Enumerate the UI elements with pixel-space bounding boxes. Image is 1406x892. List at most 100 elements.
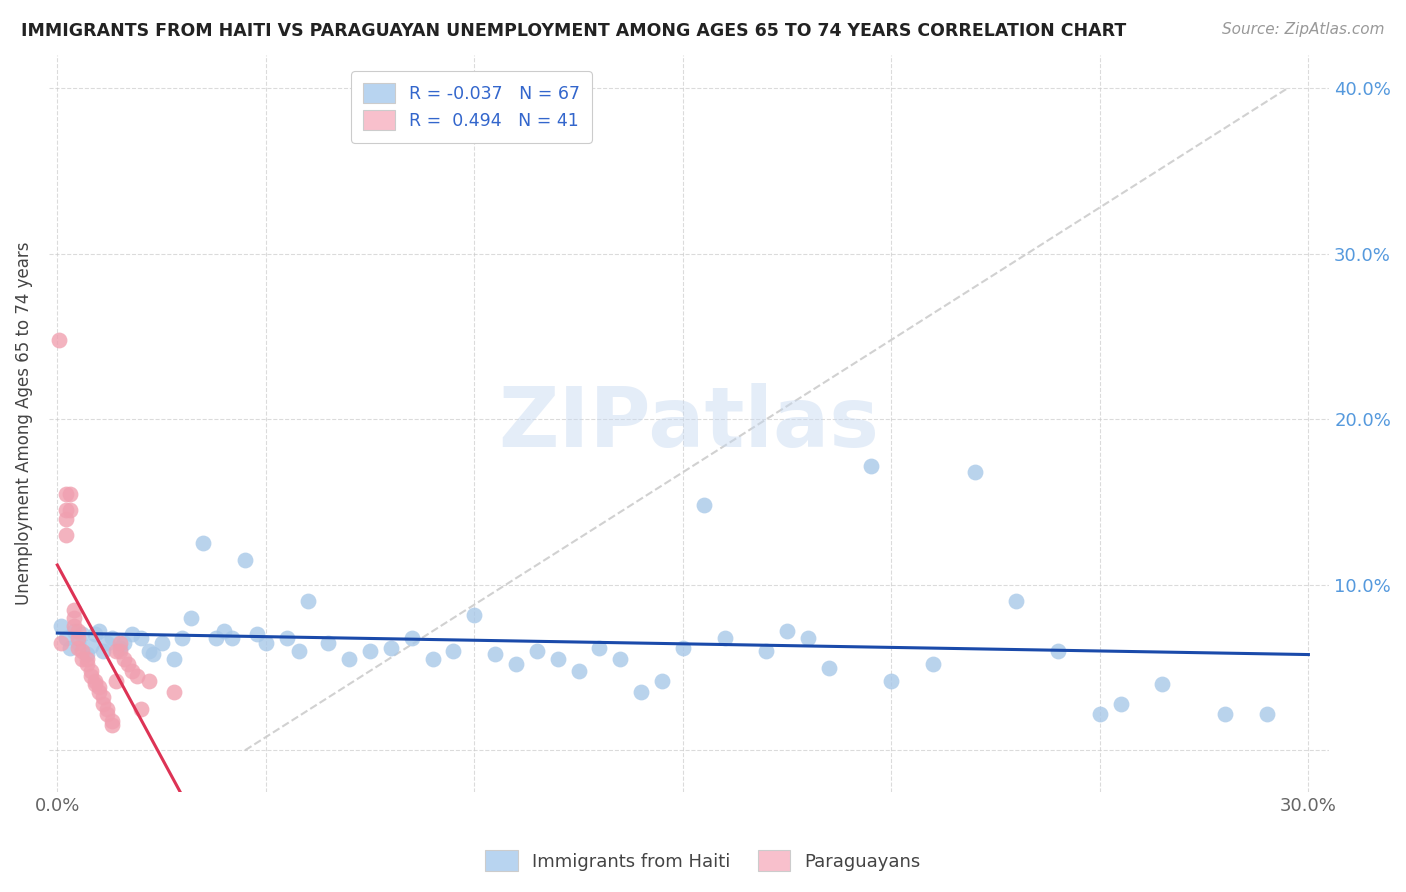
Point [859,458,882,473]
Point [91,697,114,711]
Point [221,631,243,645]
Point [59,487,82,501]
Point [129,631,152,645]
Point [204,631,226,645]
Point [401,631,423,645]
Point [1152,677,1174,691]
Point [121,664,143,678]
Point [125,669,148,683]
Point [138,644,160,658]
Point [755,644,778,658]
Point [288,644,311,658]
Point [96,636,118,650]
Point [100,631,122,645]
Point [1088,706,1111,721]
Text: Source: ZipAtlas.com: Source: ZipAtlas.com [1222,22,1385,37]
Y-axis label: Unemployment Among Ages 65 to 74 years: Unemployment Among Ages 65 to 74 years [15,242,32,605]
Point [212,624,235,639]
Point [91,690,114,705]
Point [1109,697,1132,711]
Point [922,657,945,672]
Point [72,627,94,641]
Point [817,660,839,674]
Point [422,652,444,666]
Point [51,636,73,650]
Point [526,644,548,658]
Point [87,681,110,695]
Point [104,644,127,658]
Point [776,624,799,639]
Point [55,487,77,501]
Point [76,648,98,662]
Point [55,511,77,525]
Point [276,631,298,645]
Point [337,652,360,666]
Point [76,657,98,672]
Text: ZIPatlas: ZIPatlas [499,383,880,464]
Point [163,652,186,666]
Point [79,669,101,683]
Point [505,657,527,672]
Point [193,536,215,550]
Point [55,503,77,517]
Point [588,640,610,655]
Point [1256,706,1278,721]
Point [67,636,90,650]
Point [63,619,86,633]
Point [254,636,277,650]
Point [67,640,90,655]
Point [568,664,591,678]
Text: IMMIGRANTS FROM HAITI VS PARAGUAYAN UNEMPLOYMENT AMONG AGES 65 TO 74 YEARS CORRE: IMMIGRANTS FROM HAITI VS PARAGUAYAN UNEM… [21,22,1126,40]
Point [1005,594,1028,608]
Point [104,673,127,688]
Point [630,685,652,699]
Point [83,673,105,688]
Point [51,619,73,633]
Point [547,652,569,666]
Point [672,640,695,655]
Point [443,644,465,658]
Point [91,644,114,658]
Point [67,631,90,645]
Point [108,644,131,658]
Point [797,631,820,645]
Point [651,673,673,688]
Point [121,627,143,641]
Point [318,636,340,650]
Point [142,648,165,662]
Point [87,624,110,639]
Point [246,627,269,641]
Point [117,657,139,672]
Point [100,718,122,732]
Point [1213,706,1236,721]
Point [233,553,256,567]
Point [112,636,135,650]
Point [963,465,986,479]
Point [172,631,194,645]
Point [150,636,173,650]
Point [180,611,202,625]
Point [59,503,82,517]
Point [163,685,186,699]
Point [72,652,94,666]
Point [63,624,86,639]
Point [713,631,735,645]
Point [297,594,319,608]
Point [55,631,77,645]
Point [96,706,118,721]
Legend: R = -0.037   N = 67, R =  0.494   N = 41: R = -0.037 N = 67, R = 0.494 N = 41 [352,71,592,143]
Point [609,652,631,666]
Point [100,714,122,728]
Point [484,648,506,662]
Point [87,685,110,699]
Point [79,664,101,678]
Point [79,639,101,653]
Point [67,624,90,639]
Point [63,611,86,625]
Point [55,528,77,542]
Point [108,636,131,650]
Point [138,673,160,688]
Point [380,640,402,655]
Point [76,652,98,666]
Point [59,640,82,655]
